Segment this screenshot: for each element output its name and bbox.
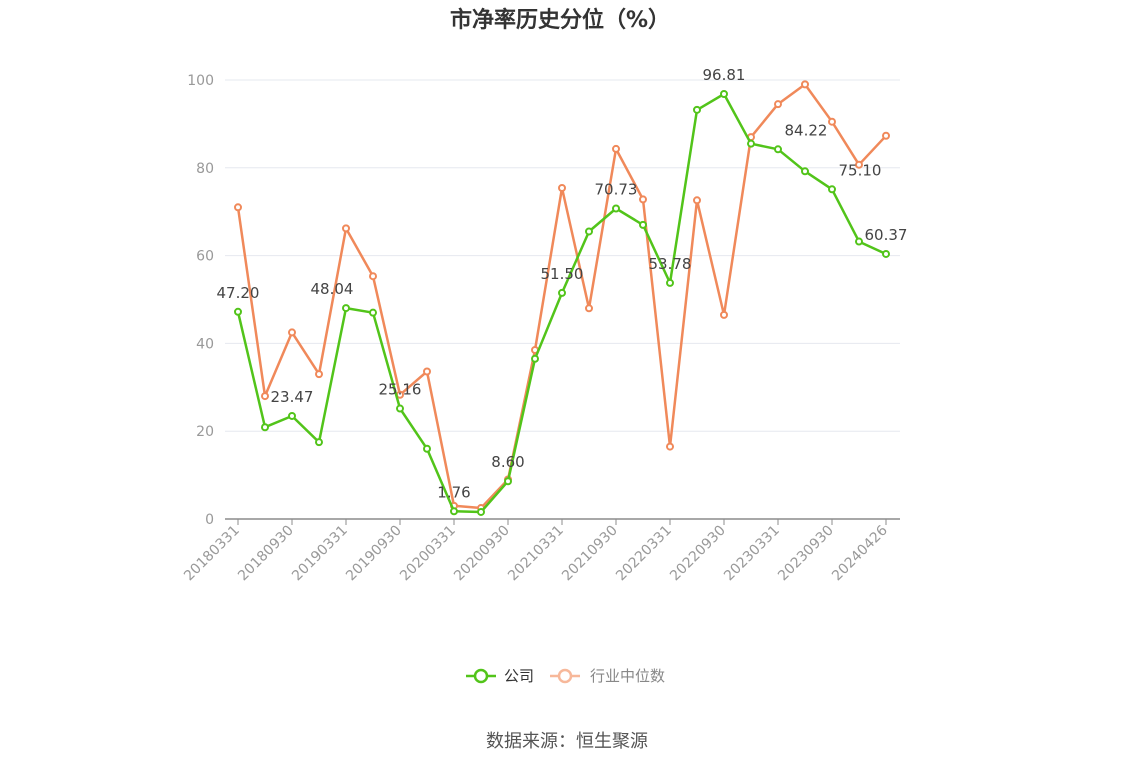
data-label: 53.78 <box>649 255 692 273</box>
data-point[interactable] <box>423 367 431 376</box>
data-label: 25.16 <box>379 381 422 399</box>
legend-marker-icon <box>473 668 489 684</box>
data-point[interactable] <box>342 224 350 233</box>
y-tick-label: 80 <box>196 161 214 177</box>
data-point[interactable] <box>558 183 566 192</box>
data-point[interactable] <box>234 203 242 212</box>
x-tick-label: 20230930 <box>775 523 837 585</box>
x-tick-label: 20180331 <box>181 523 243 585</box>
series-industry-median <box>234 80 890 513</box>
data-point[interactable] <box>396 404 404 413</box>
grid-lines <box>225 79 900 432</box>
series-group <box>234 80 890 516</box>
y-tick-label: 100 <box>187 73 214 89</box>
data-point[interactable] <box>423 444 431 453</box>
data-point[interactable] <box>315 438 323 447</box>
data-point[interactable] <box>369 308 377 317</box>
x-tick-label: 20220930 <box>667 523 729 585</box>
x-tick-label: 20190930 <box>343 523 405 585</box>
data-point[interactable] <box>342 304 350 313</box>
data-point[interactable] <box>774 100 782 109</box>
data-point[interactable] <box>666 278 674 287</box>
y-tick-label: 0 <box>205 512 214 528</box>
data-point[interactable] <box>855 160 863 169</box>
series-line <box>236 92 887 514</box>
data-point[interactable] <box>828 185 836 194</box>
legend-label: 行业中位数 <box>590 667 665 685</box>
data-point[interactable] <box>612 144 620 153</box>
data-point[interactable] <box>855 237 863 246</box>
x-tick-label: 20240426 <box>829 522 891 584</box>
data-point[interactable] <box>774 145 782 154</box>
legend-marker-icon <box>557 668 573 684</box>
data-label: 51.50 <box>541 265 584 283</box>
data-point[interactable] <box>369 272 377 281</box>
y-axis: 0 20 40 60 80 100 <box>187 73 214 528</box>
legend-item-industry[interactable]: 行业中位数 <box>550 667 665 685</box>
data-label: 60.37 <box>865 226 908 244</box>
data-point[interactable] <box>261 392 269 401</box>
chart-title: 市净率历史分位（%） <box>450 7 670 33</box>
source-note: 数据来源：恒生聚源 <box>486 731 648 752</box>
x-axis: 2018033120180930201903312019093020200331… <box>181 518 900 585</box>
data-point[interactable] <box>693 105 701 114</box>
data-point[interactable] <box>882 249 890 258</box>
data-point[interactable] <box>315 370 323 379</box>
x-tick-label: 20200930 <box>451 523 513 585</box>
data-point[interactable] <box>288 328 296 337</box>
data-point[interactable] <box>585 304 593 313</box>
y-tick-label: 40 <box>196 336 214 352</box>
data-point[interactable] <box>720 90 728 99</box>
data-point[interactable] <box>261 423 269 432</box>
y-tick-label: 20 <box>196 424 214 440</box>
data-point[interactable] <box>585 227 593 236</box>
data-point[interactable] <box>639 195 647 204</box>
data-label: 1.76 <box>437 483 470 501</box>
data-point[interactable] <box>639 220 647 229</box>
x-tick-label: 20210930 <box>559 523 621 585</box>
data-label: 70.73 <box>595 180 638 198</box>
series-company <box>234 90 890 516</box>
data-point[interactable] <box>234 307 242 316</box>
data-point[interactable] <box>288 411 296 420</box>
data-point[interactable] <box>558 288 566 297</box>
data-point[interactable] <box>612 204 620 213</box>
data-point[interactable] <box>720 310 728 319</box>
data-point[interactable] <box>450 507 458 516</box>
data-point[interactable] <box>801 167 809 176</box>
data-label: 8.60 <box>491 453 524 471</box>
data-label: 23.47 <box>271 388 314 406</box>
data-point[interactable] <box>828 117 836 126</box>
data-point[interactable] <box>531 354 539 363</box>
data-point[interactable] <box>801 80 809 89</box>
legend-label: 公司 <box>504 667 534 685</box>
data-label: 47.20 <box>217 284 260 302</box>
data-point[interactable] <box>693 196 701 205</box>
x-tick-label: 20230331 <box>721 523 783 585</box>
data-labels: 47.20 23.47 48.04 25.16 1.76 8.60 51.50 70.73 53… <box>217 66 908 501</box>
data-label: 75.10 <box>839 161 882 179</box>
legend[interactable]: 公司 行业中位数 <box>466 667 665 685</box>
y-tick-label: 60 <box>196 249 214 265</box>
data-label: 48.04 <box>311 280 354 298</box>
data-point[interactable] <box>882 131 890 140</box>
data-point[interactable] <box>747 139 755 148</box>
data-point[interactable] <box>477 507 485 516</box>
x-tick-label: 20190331 <box>289 523 351 585</box>
x-tick-label: 20220331 <box>613 523 675 585</box>
data-label: 96.81 <box>703 66 746 84</box>
data-point[interactable] <box>666 442 674 451</box>
data-label: 84.22 <box>785 121 828 139</box>
x-tick-label: 20200331 <box>397 523 459 585</box>
x-tick-label: 20180930 <box>235 523 297 585</box>
x-tick-label: 20210331 <box>505 523 567 585</box>
legend-item-company[interactable]: 公司 <box>466 667 534 685</box>
data-point[interactable] <box>504 477 512 486</box>
